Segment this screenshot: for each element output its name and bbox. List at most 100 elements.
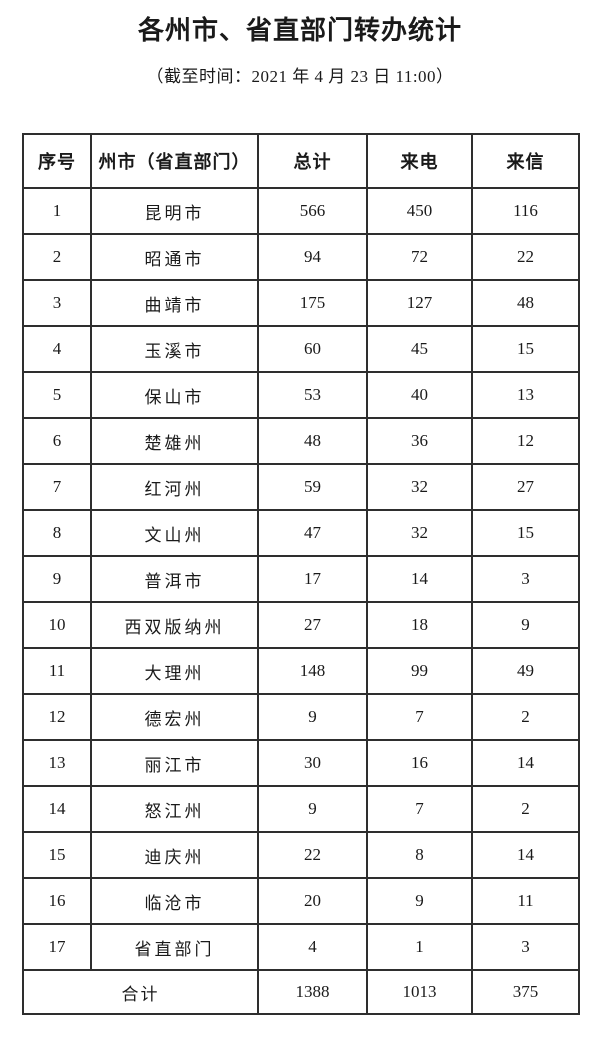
cell-no: 11 <box>22 647 92 695</box>
table-footer: 合计 1388 1013 375 <box>22 969 580 1015</box>
column-header-total: 总计 <box>257 133 368 189</box>
cell-calls: 450 <box>366 187 473 235</box>
cell-name: 普洱市 <box>90 555 259 603</box>
total-cell-letters: 375 <box>471 969 580 1015</box>
table-row: 16 临沧市 20 9 11 <box>22 877 580 925</box>
table-row: 7 红河州 59 32 27 <box>22 463 580 511</box>
table-row: 5 保山市 53 40 13 <box>22 371 580 419</box>
cell-no: 13 <box>22 739 92 787</box>
cell-calls: 127 <box>366 279 473 327</box>
table-row: 10 西双版纳州 27 18 9 <box>22 601 580 649</box>
cell-name: 西双版纳州 <box>90 601 259 649</box>
cell-no: 3 <box>22 279 92 327</box>
cell-no: 4 <box>22 325 92 373</box>
cell-letters: 15 <box>471 509 580 557</box>
table-row: 8 文山州 47 32 15 <box>22 509 580 557</box>
total-cell-calls: 1013 <box>366 969 473 1015</box>
table-row: 2 昭通市 94 72 22 <box>22 233 580 281</box>
cell-letters: 12 <box>471 417 580 465</box>
stats-table: 序号 州市（省直部门） 总计 来电 来信 1 昆明市 566 450 116 2 昭通市 94… <box>22 133 580 1015</box>
cell-no: 14 <box>22 785 92 833</box>
cell-calls: 7 <box>366 693 473 741</box>
cell-total: 59 <box>257 463 368 511</box>
cell-total: 17 <box>257 555 368 603</box>
cell-total: 175 <box>257 279 368 327</box>
cell-no: 6 <box>22 417 92 465</box>
cell-letters: 48 <box>471 279 580 327</box>
cell-calls: 45 <box>366 325 473 373</box>
total-label: 合计 <box>22 969 259 1015</box>
cell-no: 8 <box>22 509 92 557</box>
cell-letters: 14 <box>471 831 580 879</box>
cell-calls: 8 <box>366 831 473 879</box>
cell-no: 10 <box>22 601 92 649</box>
cell-name: 玉溪市 <box>90 325 259 373</box>
cell-letters: 9 <box>471 601 580 649</box>
column-header-letters: 来信 <box>471 133 580 189</box>
cell-name: 丽江市 <box>90 739 259 787</box>
cell-name: 文山州 <box>90 509 259 557</box>
table-row: 6 楚雄州 48 36 12 <box>22 417 580 465</box>
table-row: 3 曲靖市 175 127 48 <box>22 279 580 327</box>
cell-letters: 3 <box>471 923 580 971</box>
cell-total: 94 <box>257 233 368 281</box>
cell-letters: 116 <box>471 187 580 235</box>
cell-name: 临沧市 <box>90 877 259 925</box>
cell-calls: 72 <box>366 233 473 281</box>
table-body: 1 昆明市 566 450 116 2 昭通市 94 72 22 3 曲靖市 175 127 48 4 玉溪市 6… <box>22 187 580 971</box>
cell-total: 20 <box>257 877 368 925</box>
cell-calls: 32 <box>366 463 473 511</box>
cell-total: 4 <box>257 923 368 971</box>
column-header-name: 州市（省直部门） <box>90 133 259 189</box>
cell-calls: 1 <box>366 923 473 971</box>
cell-name: 昭通市 <box>90 233 259 281</box>
total-cell-total: 1388 <box>257 969 368 1015</box>
cell-calls: 32 <box>366 509 473 557</box>
cell-name: 德宏州 <box>90 693 259 741</box>
column-header-no: 序号 <box>22 133 92 189</box>
cell-name: 曲靖市 <box>90 279 259 327</box>
cell-name: 省直部门 <box>90 923 259 971</box>
cell-total: 47 <box>257 509 368 557</box>
cell-calls: 7 <box>366 785 473 833</box>
table-row: 9 普洱市 17 14 3 <box>22 555 580 603</box>
cell-no: 9 <box>22 555 92 603</box>
cell-name: 大理州 <box>90 647 259 695</box>
cell-calls: 99 <box>366 647 473 695</box>
cell-letters: 3 <box>471 555 580 603</box>
cell-letters: 22 <box>471 233 580 281</box>
cell-calls: 40 <box>366 371 473 419</box>
cell-letters: 13 <box>471 371 580 419</box>
cell-total: 566 <box>257 187 368 235</box>
cell-no: 12 <box>22 693 92 741</box>
cell-no: 1 <box>22 187 92 235</box>
table-row: 12 德宏州 9 7 2 <box>22 693 580 741</box>
cell-name: 迪庆州 <box>90 831 259 879</box>
cell-name: 昆明市 <box>90 187 259 235</box>
cell-calls: 16 <box>366 739 473 787</box>
cell-total: 148 <box>257 647 368 695</box>
cell-letters: 15 <box>471 325 580 373</box>
cell-no: 7 <box>22 463 92 511</box>
cell-total: 9 <box>257 785 368 833</box>
page-subtitle: （截至时间：2021 年 4 月 23 日 11:00） <box>146 67 454 86</box>
cell-letters: 49 <box>471 647 580 695</box>
cell-letters: 14 <box>471 739 580 787</box>
table-row: 1 昆明市 566 450 116 <box>22 187 580 235</box>
cell-total: 22 <box>257 831 368 879</box>
cell-name: 怒江州 <box>90 785 259 833</box>
cell-total: 30 <box>257 739 368 787</box>
cell-total: 9 <box>257 693 368 741</box>
table-row: 17 省直部门 4 1 3 <box>22 923 580 971</box>
cell-total: 60 <box>257 325 368 373</box>
page-title: 各州市、省直部门转办统计 <box>137 16 462 45</box>
cell-calls: 36 <box>366 417 473 465</box>
cell-no: 15 <box>22 831 92 879</box>
table-header: 序号 州市（省直部门） 总计 来电 来信 <box>22 133 580 189</box>
cell-no: 5 <box>22 371 92 419</box>
cell-letters: 2 <box>471 785 580 833</box>
table-row: 13 丽江市 30 16 14 <box>22 739 580 787</box>
cell-name: 保山市 <box>90 371 259 419</box>
cell-name: 红河州 <box>90 463 259 511</box>
cell-no: 16 <box>22 877 92 925</box>
